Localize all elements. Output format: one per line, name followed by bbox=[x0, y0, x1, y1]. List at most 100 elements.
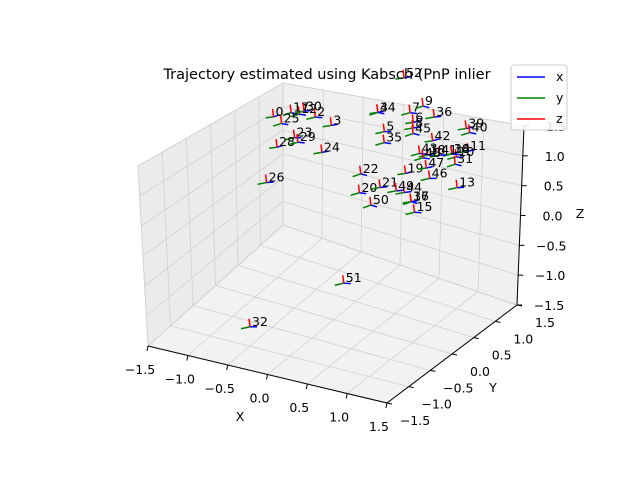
pose-label: 43 bbox=[422, 140, 438, 155]
pose-y-axis bbox=[459, 150, 469, 154]
pose-marker-36: 36 bbox=[425, 104, 452, 120]
pose-x-axis bbox=[403, 75, 411, 79]
pose-z-axis bbox=[411, 114, 415, 123]
legend-label-z: z bbox=[556, 111, 563, 126]
pose-x-axis bbox=[377, 110, 385, 114]
pose-y-axis bbox=[272, 122, 282, 127]
pose-y-axis bbox=[265, 116, 274, 119]
x-tick-label: 1.5 bbox=[369, 419, 389, 434]
grid-line bbox=[282, 106, 523, 157]
pose-marker-22: 22 bbox=[352, 161, 379, 178]
pose-z-axis bbox=[437, 147, 440, 156]
pose-y-axis bbox=[322, 124, 332, 128]
pose-marker-24: 24 bbox=[313, 139, 340, 155]
pose-x-axis bbox=[422, 105, 430, 109]
pose-marker-37: 37 bbox=[402, 189, 429, 206]
pose-y-axis bbox=[414, 157, 424, 162]
pose-y-axis bbox=[369, 111, 378, 115]
pose-y-axis bbox=[410, 152, 420, 157]
pose-label: 4 bbox=[380, 99, 388, 114]
pose-z-axis bbox=[450, 145, 453, 155]
pose-z-axis bbox=[394, 182, 397, 191]
x-tick-mark bbox=[186, 355, 189, 361]
grid-line bbox=[139, 106, 284, 197]
pose-z-axis bbox=[369, 196, 372, 206]
x-tick-label: 0.0 bbox=[250, 391, 270, 406]
pose-x-axis bbox=[331, 123, 339, 127]
y-tick-label: 0.5 bbox=[492, 348, 512, 363]
pose-y-axis bbox=[401, 111, 411, 116]
pose-y-axis bbox=[442, 153, 453, 157]
pose-y-axis bbox=[446, 163, 456, 168]
x-tick-label: 0.5 bbox=[289, 400, 309, 415]
pose-z-axis bbox=[455, 179, 458, 188]
pose-x-axis bbox=[299, 113, 307, 117]
pose-label: 49 bbox=[398, 178, 414, 193]
pose-marker-48: 48 bbox=[414, 145, 441, 162]
pose-label: 32 bbox=[252, 314, 268, 329]
legend: xyz bbox=[510, 64, 568, 131]
pose-z-axis bbox=[275, 139, 278, 148]
grid-line bbox=[260, 244, 496, 322]
y-tick-mark bbox=[495, 320, 501, 323]
pose-z-axis bbox=[424, 159, 428, 169]
pose-x-axis bbox=[321, 150, 329, 154]
pose-y-axis bbox=[257, 181, 267, 186]
pose-y-axis bbox=[430, 154, 440, 158]
pose-label: 0 bbox=[276, 104, 284, 119]
pose-x-axis bbox=[273, 114, 280, 118]
y-tick-mark bbox=[451, 353, 458, 356]
pose-label: 14 bbox=[454, 141, 470, 156]
pose-x-axis bbox=[290, 111, 298, 115]
pose-y-axis bbox=[285, 136, 295, 141]
pose-label: 26 bbox=[269, 169, 285, 184]
pose-label: 7 bbox=[412, 100, 420, 115]
pose-marker-34: 34 bbox=[369, 99, 396, 115]
pose-z-axis bbox=[417, 145, 421, 154]
pose-z-axis bbox=[402, 69, 405, 78]
pose-y-axis bbox=[395, 77, 405, 80]
pose-y-axis bbox=[240, 326, 251, 330]
x-tick-label: −1.0 bbox=[165, 372, 195, 387]
pose-label: 52 bbox=[406, 65, 422, 80]
pose-y-axis bbox=[350, 192, 360, 196]
pose-y-axis bbox=[290, 113, 300, 118]
pose-y-axis bbox=[313, 151, 323, 155]
pose-x-axis bbox=[413, 119, 420, 124]
pose-marker-50: 50 bbox=[362, 192, 389, 209]
grid-lines bbox=[137, 82, 525, 404]
pose-x-axis bbox=[404, 190, 412, 194]
pose-z-axis bbox=[357, 184, 361, 193]
pose-z-axis bbox=[329, 117, 333, 126]
pose-y-axis bbox=[375, 130, 385, 135]
pose-y-axis bbox=[295, 110, 305, 114]
pose-label: 35 bbox=[386, 130, 402, 145]
pose-marker-30: 30 bbox=[295, 98, 322, 114]
x-tick-mark bbox=[226, 364, 229, 371]
y-tick-mark bbox=[430, 369, 436, 372]
pose-z-axis bbox=[296, 134, 299, 143]
pose-y-axis bbox=[362, 204, 372, 209]
pose-label: 31 bbox=[457, 151, 473, 166]
pose-z-axis bbox=[466, 143, 469, 152]
pose-label: 34 bbox=[380, 99, 396, 114]
pose-label: 11 bbox=[470, 138, 486, 153]
pose-z-axis bbox=[382, 134, 385, 143]
pose-y-axis bbox=[424, 140, 433, 143]
pose-z-axis bbox=[421, 97, 424, 107]
pose-x-axis bbox=[469, 131, 477, 135]
pose-y-axis bbox=[417, 167, 427, 171]
y-tick-label: −1.0 bbox=[421, 397, 451, 412]
pose-label: 20 bbox=[361, 180, 377, 195]
pose-label: 42 bbox=[435, 128, 451, 143]
pose-marker-0: 0 bbox=[265, 104, 284, 119]
pose-label: 5 bbox=[386, 119, 394, 134]
pose-marker-5: 5 bbox=[375, 119, 394, 135]
pose-marker-26: 26 bbox=[257, 169, 285, 186]
z-tick-label: −0.5 bbox=[536, 238, 566, 253]
pose-x-axis bbox=[384, 141, 392, 145]
pose-z-axis bbox=[464, 120, 468, 129]
x-tick-mark bbox=[345, 393, 348, 399]
pose-label: 19 bbox=[408, 160, 424, 175]
pose-label: 22 bbox=[363, 161, 379, 176]
